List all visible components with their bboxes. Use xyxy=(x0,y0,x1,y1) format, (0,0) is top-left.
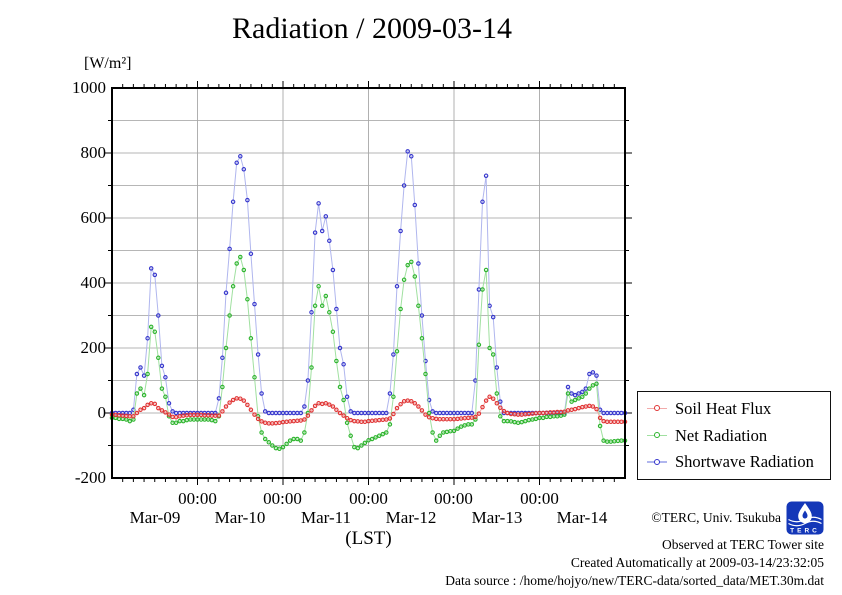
copyright-line: ©TERC, Univ. Tsukuba TERC xyxy=(445,500,824,536)
y-tick-label: 0 xyxy=(97,403,107,422)
net-radiation-marker-icon xyxy=(647,431,667,440)
x-tick-time-label: 00:00 xyxy=(434,489,473,508)
x-tick-time-label: 00:00 xyxy=(349,489,388,508)
page-title: Radiation / 2009-03-14 xyxy=(232,12,512,45)
y-tick-label: -200 xyxy=(74,468,106,487)
soil-heat-flux-marker-icon xyxy=(647,404,667,413)
legend-box: Soil Heat Flux Net Radiation Shortwave R… xyxy=(637,391,831,480)
x-day-label: Mar-14 xyxy=(556,508,608,527)
x-tick-time-label: 00:00 xyxy=(263,489,302,508)
legend-label: Net Radiation xyxy=(675,425,768,445)
y-tick-label: 400 xyxy=(80,273,107,292)
y-tick-label: 600 xyxy=(80,208,107,227)
y-tick-label: 800 xyxy=(80,143,107,162)
x-axis-label: (LST) xyxy=(345,528,392,549)
y-tick-label: 1000 xyxy=(72,78,106,97)
legend-label: Shortwave Radiation xyxy=(675,452,814,472)
data-source-text: Data source : /home/hojyo/new/TERC-data/… xyxy=(445,573,824,588)
x-day-label: Mar-09 xyxy=(129,508,181,527)
y-tick-label: 200 xyxy=(80,338,107,357)
legend-label: Soil Heat Flux xyxy=(675,398,772,418)
legend-item-net-radiation: Net Radiation xyxy=(647,426,830,446)
x-day-label: Mar-12 xyxy=(385,508,437,527)
shortwave-radiation-marker-icon xyxy=(647,458,667,467)
x-day-label: Mar-10 xyxy=(214,508,266,527)
x-day-label: Mar-13 xyxy=(471,508,523,527)
x-day-label: Mar-11 xyxy=(300,508,351,527)
x-tick-time-label: 00:00 xyxy=(520,489,559,508)
observed-text: Observed at TERC Tower site xyxy=(661,537,824,552)
legend-item-soil-heat-flux: Soil Heat Flux xyxy=(647,399,830,419)
created-text: Created Automatically at 2009-03-14/23:3… xyxy=(570,555,824,570)
footer-annotations: ©TERC, Univ. Tsukuba TERC Observed at TE… xyxy=(445,500,824,590)
y-axis-unit-label: [W/m²] xyxy=(84,55,132,72)
x-tick-time-label: 00:00 xyxy=(178,489,217,508)
terc-logo-text: TERC xyxy=(790,528,820,535)
legend-item-shortwave-radiation: Shortwave Radiation xyxy=(647,452,830,472)
terc-logo: TERC xyxy=(786,501,824,535)
copyright-text: ©TERC, Univ. Tsukuba xyxy=(651,510,781,525)
